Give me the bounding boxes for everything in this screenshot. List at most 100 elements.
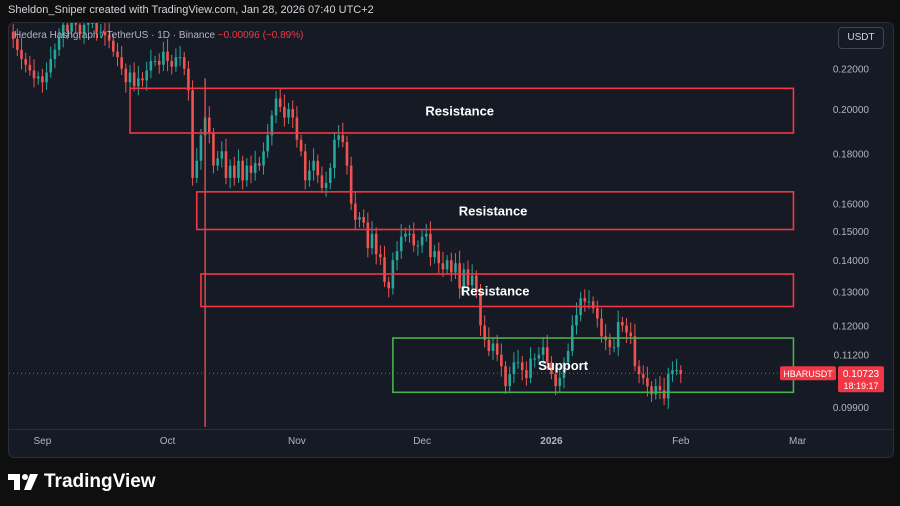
candle-body (228, 165, 232, 178)
y-tick-label: 0.13000 (833, 288, 870, 299)
candle-body (166, 51, 169, 61)
candle-body (504, 366, 507, 387)
candle-body (128, 72, 132, 83)
candle-body (145, 70, 148, 81)
candle-body (262, 151, 265, 166)
candle-body (558, 378, 562, 387)
candle-body (333, 139, 336, 169)
currency-button[interactable]: USDT (838, 27, 884, 49)
candle-body (370, 233, 374, 249)
candle-body (308, 170, 311, 181)
candle-body (66, 24, 69, 32)
candle-body (99, 31, 103, 33)
candle-body (107, 35, 111, 41)
candle-body (491, 343, 495, 351)
candle-body (454, 263, 457, 273)
candle-body (458, 263, 461, 289)
candle-body (266, 135, 269, 152)
candle-body (596, 308, 599, 319)
candle-body (500, 354, 503, 367)
candle-body (475, 275, 478, 292)
tradingview-logo[interactable]: TradingView (8, 470, 156, 494)
resistance-zone (195, 191, 795, 231)
candle-body (299, 139, 303, 152)
candle-body (303, 151, 307, 181)
x-tick-label: Sep (33, 436, 51, 447)
candle-body (591, 301, 595, 309)
candle-body (349, 165, 353, 204)
candle-body (671, 370, 674, 375)
candle-body (662, 390, 666, 399)
candle-body (612, 347, 616, 349)
candle-body (245, 165, 249, 181)
y-tick-label: 0.09900 (833, 403, 870, 414)
candle-body (650, 386, 653, 395)
candle-body (116, 51, 119, 58)
candle-body (278, 98, 282, 107)
candle-body (537, 354, 541, 359)
candle-body (441, 263, 445, 270)
candle-body (533, 358, 537, 360)
candle-body (416, 245, 420, 247)
candle-body (629, 332, 633, 337)
candle-body (646, 378, 649, 387)
x-tick-label: Oct (160, 436, 176, 447)
candle-body (495, 343, 499, 355)
candle-body (324, 182, 328, 188)
price-chart[interactable]: Resistance Resistance Resistance Support 0.2… (9, 23, 893, 457)
candle-body (608, 339, 612, 348)
candle-body (141, 78, 144, 81)
candle-body (207, 117, 211, 133)
candle-body (341, 135, 345, 143)
candle-body (621, 321, 624, 326)
chart-panel[interactable]: Resistance Resistance Resistance Support 0.2… (8, 22, 894, 458)
candle-body (433, 251, 436, 258)
x-tick-label: 2026 (540, 436, 563, 447)
candle-body (328, 168, 332, 183)
symbol-tag-label: HBARUSDT (783, 369, 833, 379)
candle-body (420, 236, 424, 246)
candle-body (512, 362, 516, 375)
candle-body (249, 165, 253, 173)
candle-body (112, 40, 115, 52)
candle-body (82, 24, 86, 34)
candles (11, 23, 683, 409)
x-tick-label: Dec (413, 436, 431, 447)
candle-body (379, 254, 382, 258)
candle-body (470, 275, 474, 286)
candle-body (541, 347, 545, 355)
candle-body (399, 236, 403, 252)
candle-body (429, 233, 432, 258)
candle-body (45, 72, 48, 83)
y-tick-label: 0.12000 (833, 322, 870, 333)
candle-body (516, 362, 520, 364)
candle-body (233, 165, 236, 178)
candle-body (283, 106, 286, 118)
candle-body (274, 98, 278, 116)
candle-body (120, 57, 123, 69)
resistance-label: Resistance (425, 104, 494, 119)
candle-body (212, 132, 215, 166)
x-tick-label: Nov (288, 436, 306, 447)
candle-body (36, 76, 40, 79)
candle-body (679, 370, 683, 375)
x-tick-label: Mar (789, 436, 807, 447)
candle-body (162, 51, 165, 65)
tradingview-logo-icon (8, 474, 38, 490)
y-tick-label: 0.14000 (833, 256, 870, 267)
candle-body (295, 117, 299, 140)
candle-body (216, 158, 219, 166)
candle-body (312, 160, 315, 171)
candle-body (566, 350, 570, 363)
candle-body (466, 269, 470, 286)
candle-body (633, 336, 637, 367)
candle-body (354, 203, 357, 220)
candle-body (195, 160, 199, 178)
candle-body (316, 160, 320, 176)
candle-body (408, 233, 411, 235)
x-axis: Sep Oct Nov Dec 2026 Feb Mar (33, 436, 806, 447)
y-tick-label: 0.15000 (833, 227, 870, 238)
price-change: −0.00096 (−0.89%) (217, 30, 304, 41)
candle-body (487, 339, 491, 351)
x-tick-label: Feb (672, 436, 690, 447)
